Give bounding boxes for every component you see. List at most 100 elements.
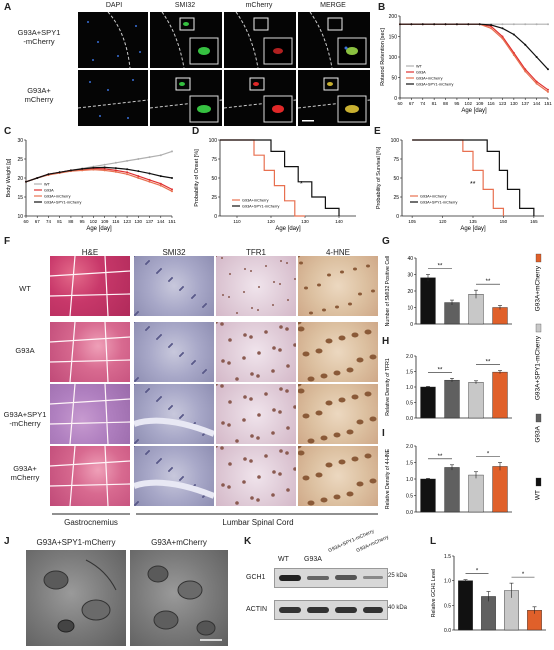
data-point [399, 23, 401, 26]
row-label-a-1-line2: -mCherry [23, 37, 55, 46]
y-tick-label: 50 [211, 176, 217, 182]
legend-label: G93A+mCherry [535, 265, 542, 311]
data-point [535, 23, 538, 26]
significance-mark: * [487, 452, 490, 458]
legend-label: G93A+SPY1-mCherry [420, 201, 458, 205]
data-point [535, 56, 538, 58]
series-line-g93a-spy1-mcherry [412, 139, 535, 216]
histology-4hne-g93a [298, 322, 378, 382]
x-tick-label: 109 [476, 101, 484, 106]
blot-actin [274, 600, 388, 620]
x-tick-label: 105 [408, 219, 416, 224]
histology-4hne-spy1 [298, 384, 378, 444]
panel-label-l: L [430, 536, 437, 547]
row-label-f-wt: WT [0, 284, 50, 293]
x-tick-label: 109 [101, 219, 109, 224]
band-gch1-g93a [307, 576, 329, 580]
data-point [69, 169, 72, 172]
blot-size-gch1: 25 kDa [388, 573, 408, 579]
panel-label-h: H [382, 336, 390, 347]
y-tick-label: 200 [389, 14, 398, 20]
row-label-a-2-line2: mCherry [24, 95, 54, 104]
y-tick-label: 0.5 [406, 401, 413, 407]
legend-label: G93A+SPY1-mCherry [44, 201, 82, 205]
data-point [36, 177, 39, 179]
y-axis-label: Body Weight [g] [6, 158, 12, 197]
legend-label: G93A [44, 189, 54, 193]
chart-c-bodyweight: 10 15 20 25 30 60 67 74 81 88 95 102 109 116 123 130 137… [6, 138, 176, 232]
label-j-mcherry: G93A+mCherry [151, 538, 207, 547]
data-point [171, 188, 173, 191]
x-tick-label: 74 [420, 101, 426, 106]
panel-label-i: I [382, 428, 385, 439]
band-actin-spy1 [335, 607, 357, 613]
data-point [501, 37, 504, 40]
blot-label-actin: ACTIN [246, 606, 267, 613]
bar-g93a-mcherry [492, 371, 508, 419]
data-point [171, 150, 173, 153]
chart-d-onset: 0 25 50 75 100 110 120 130 140 Age [day] Probabili… [194, 138, 356, 232]
chart-i-4hne: 0.0 0.5 1.0 1.5 2.0 Relative Density of 4-HNE… [385, 444, 512, 516]
bar-g93a [444, 379, 460, 419]
panel-label-b: B [378, 2, 386, 13]
data-point [137, 175, 140, 178]
label-j-spy1: G93A+SPY1-mCherry [36, 538, 116, 547]
y-tick-label: 0.5 [406, 494, 413, 500]
x-tick-label: 144 [533, 101, 541, 106]
bar-wt [420, 277, 436, 325]
x-tick-label: 116 [112, 219, 120, 224]
data-point [421, 23, 424, 26]
row-label-a-1: G93A+SPY1 -mCherry [0, 28, 78, 46]
data-point [444, 23, 447, 26]
row-label-f-spy1: G93A+SPY1 -mCherry [0, 410, 50, 428]
data-point [524, 23, 527, 26]
x-tick-label: 88 [68, 219, 74, 224]
significance-mark: * [476, 569, 479, 575]
y-axis-label: Probability of Onset [%] [194, 149, 200, 207]
bar-g93a [444, 467, 460, 513]
data-point [103, 169, 106, 172]
blot-size-actin: 40 kDa [388, 605, 408, 611]
panel-label-d: D [192, 126, 200, 137]
y-axis-label: Number of SMI32 Positive Cell [385, 256, 391, 327]
x-tick-label: 130 [135, 219, 143, 224]
micrograph-dapi-spy1 [78, 12, 148, 68]
histology-4hne-wt [298, 256, 378, 316]
x-tick-label: 81 [432, 101, 438, 106]
bar-g93a [444, 302, 460, 325]
x-tick-label: 88 [443, 101, 449, 106]
legend-label: G93A+mCherry [416, 77, 443, 81]
data-point [478, 23, 481, 26]
data-point [148, 178, 151, 181]
histology-he-spy1 [50, 384, 130, 444]
x-tick-label: 74 [46, 219, 52, 224]
y-tick-label: 0 [394, 96, 397, 102]
x-tick-label: 137 [146, 219, 154, 224]
y-tick-label: 1.0 [406, 385, 413, 391]
legend-swatch [535, 323, 542, 333]
row-label-f-g93a: G93A [0, 346, 50, 355]
y-axis-label: Relative Density of 4-HNE [385, 448, 391, 509]
x-tick-label: 123 [123, 219, 131, 224]
legend-label: G93A+mCherry [420, 195, 447, 199]
panel-label-e: E [374, 126, 381, 137]
x-tick-label: 60 [397, 101, 403, 106]
significance-mark: * [522, 572, 525, 578]
row-label-f-mcherry-line1: G93A+ [13, 464, 37, 473]
y-tick-label: 0.0 [444, 628, 451, 634]
row-label-f-g93a-text: G93A [15, 346, 35, 355]
histology-tfr1-spy1 [216, 384, 296, 444]
col-header-tfr1: TFR1 [246, 248, 266, 257]
y-tick-label: 0.0 [406, 510, 413, 516]
x-axis-label: Age [day] [275, 226, 301, 232]
x-tick-label: 67 [35, 219, 41, 224]
data-point [524, 70, 527, 73]
data-point [92, 168, 95, 171]
data-point [126, 173, 129, 176]
data-point [81, 169, 84, 172]
y-tick-label: 10 [407, 306, 413, 312]
panel-label-c: C [4, 126, 12, 137]
histology-he-wt [50, 256, 130, 316]
y-tick-label: 150 [389, 35, 398, 41]
micrograph-mcherry-spy1 [224, 12, 296, 68]
